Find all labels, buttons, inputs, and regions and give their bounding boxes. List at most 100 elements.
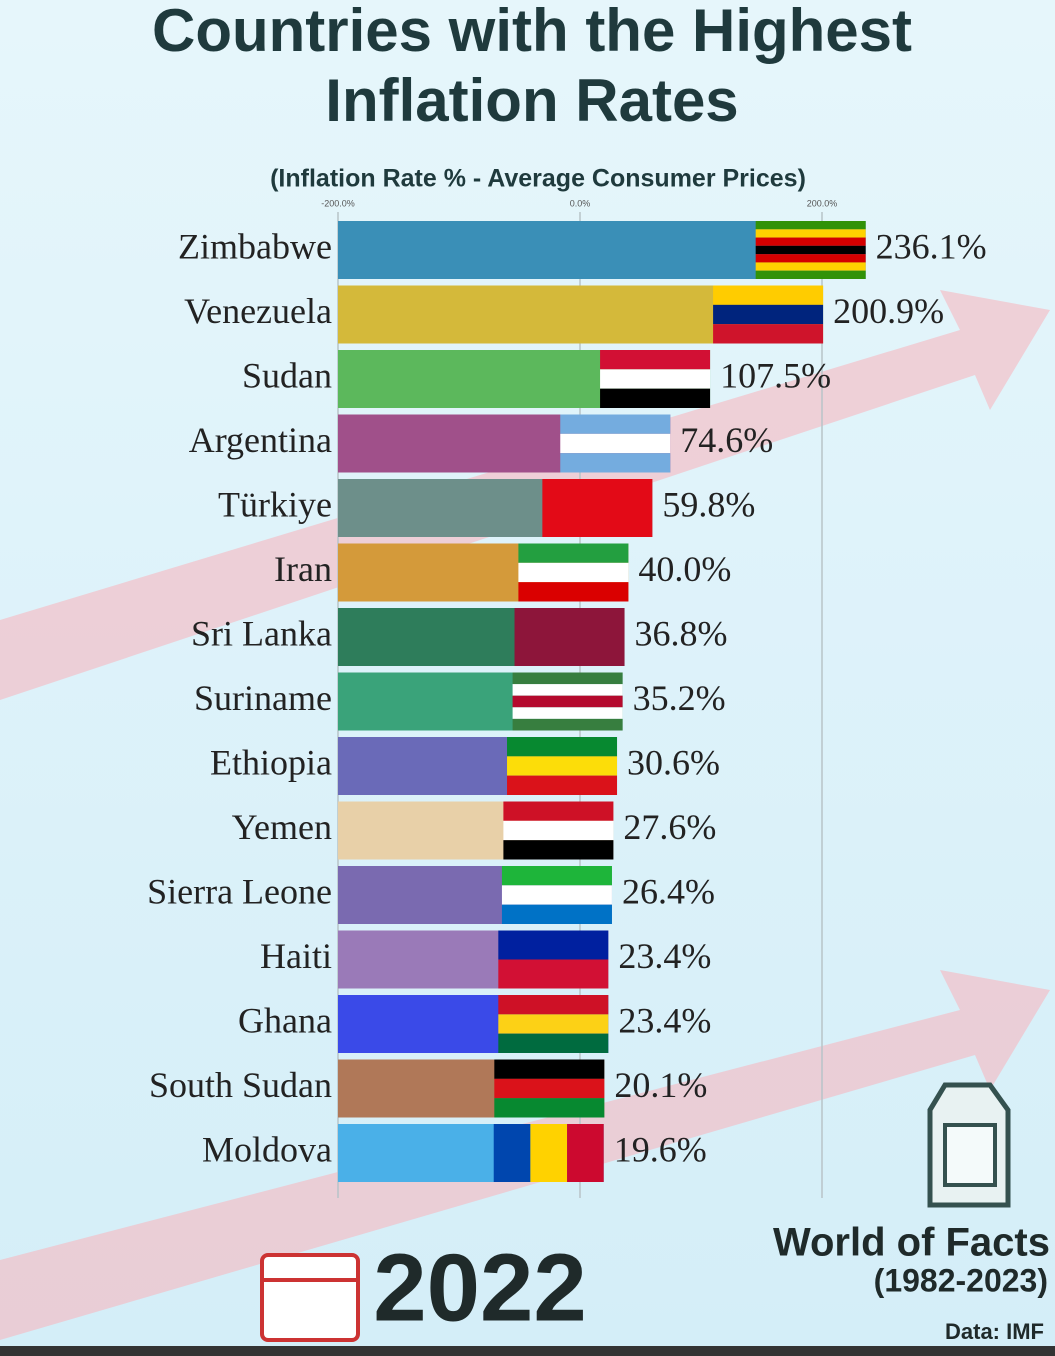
y-tick-label: Ethiopia bbox=[210, 742, 332, 782]
value-label: 27.6% bbox=[623, 807, 716, 847]
bottom-bar bbox=[0, 1346, 1055, 1356]
value-label: 35.2% bbox=[633, 678, 726, 718]
flag-stripe bbox=[560, 433, 671, 454]
flag-stripe bbox=[494, 1059, 605, 1079]
flag-stripe bbox=[518, 543, 629, 563]
flag-stripe bbox=[567, 1124, 604, 1182]
flag-stripe bbox=[713, 285, 824, 305]
flag-stripe bbox=[494, 1098, 605, 1118]
y-tick-label: Argentina bbox=[189, 420, 332, 460]
flag bbox=[512, 672, 623, 731]
flag-stripe bbox=[498, 1014, 609, 1034]
y-tick-label: Iran bbox=[274, 549, 332, 589]
y-tick-label: Moldova bbox=[202, 1129, 332, 1169]
flag-stripe bbox=[518, 582, 629, 602]
flag-stripe bbox=[498, 995, 609, 1015]
value-label: 200.9% bbox=[833, 291, 944, 331]
y-tick-label: Haiti bbox=[260, 936, 332, 976]
flag-stripe bbox=[600, 388, 711, 408]
flag-stripe bbox=[560, 453, 671, 473]
flag-stripe bbox=[498, 1033, 609, 1053]
flag-stripe bbox=[503, 801, 614, 821]
flag bbox=[501, 866, 612, 924]
flag-stripe bbox=[755, 262, 866, 271]
value-label: 236.1% bbox=[876, 226, 987, 266]
value-label: 19.6% bbox=[614, 1129, 707, 1169]
y-tick-label: Yemen bbox=[232, 807, 332, 847]
flag-stripe bbox=[713, 324, 824, 344]
flag bbox=[498, 930, 609, 989]
flag-stripe bbox=[514, 608, 625, 666]
flag-stripe bbox=[512, 718, 623, 731]
y-tick-label: Venezuela bbox=[184, 291, 332, 331]
value-label: 36.8% bbox=[635, 613, 728, 653]
calendar-icon bbox=[260, 1253, 360, 1342]
flag-stripe bbox=[498, 959, 609, 989]
flag-stripe bbox=[542, 479, 653, 537]
flag-stripe bbox=[600, 350, 711, 370]
flag bbox=[755, 221, 866, 279]
y-tick-label: Türkiye bbox=[218, 484, 332, 524]
flag bbox=[507, 737, 618, 795]
x-tick-label: 0.0% bbox=[570, 198, 591, 208]
flag-stripe bbox=[493, 1124, 531, 1182]
flag-stripe bbox=[755, 270, 866, 279]
flag bbox=[514, 608, 625, 666]
flag bbox=[494, 1059, 605, 1118]
flag bbox=[542, 479, 653, 537]
value-label: 20.1% bbox=[614, 1065, 707, 1105]
value-label: 30.6% bbox=[627, 742, 720, 782]
value-label: 59.8% bbox=[662, 484, 755, 524]
value-label: 23.4% bbox=[618, 936, 711, 976]
flag-stripe bbox=[507, 737, 618, 757]
flag bbox=[498, 995, 609, 1053]
flag-stripe bbox=[512, 695, 623, 708]
flag-stripe bbox=[755, 229, 866, 238]
flag bbox=[560, 414, 671, 473]
flag-stripe bbox=[501, 866, 612, 886]
flag bbox=[713, 285, 824, 344]
flag-stripe bbox=[755, 221, 866, 230]
source-years: (1982-2023) bbox=[874, 1262, 1048, 1298]
flag-stripe bbox=[498, 930, 609, 960]
source-title: World of Facts bbox=[773, 1221, 1050, 1265]
y-tick-label: Ghana bbox=[238, 1000, 332, 1040]
flag-stripe bbox=[512, 684, 623, 696]
chart-title: Countries with the Highest Inflation Rate… bbox=[152, 0, 912, 134]
flag-stripe bbox=[507, 775, 618, 795]
value-label: 23.4% bbox=[618, 1000, 711, 1040]
y-tick-label: Sri Lanka bbox=[191, 613, 332, 653]
x-tick-label: -200.0% bbox=[321, 198, 355, 208]
y-tick-label: Sierra Leone bbox=[147, 871, 332, 911]
value-label: 74.6% bbox=[680, 420, 773, 460]
chart-subtitle: (Inflation Rate % - Average Consumer Pri… bbox=[270, 165, 806, 193]
value-label: 40.0% bbox=[638, 549, 731, 589]
flag-stripe bbox=[755, 254, 866, 263]
flag-stripe bbox=[501, 904, 612, 924]
flag-stripe bbox=[755, 237, 866, 246]
flag-stripe bbox=[518, 562, 629, 583]
value-label: 107.5% bbox=[720, 355, 831, 395]
y-tick-label: Sudan bbox=[242, 355, 332, 395]
flag-stripe bbox=[600, 369, 711, 389]
flag-stripe bbox=[503, 840, 614, 860]
flag-stripe bbox=[560, 414, 671, 434]
flag-stripe bbox=[512, 672, 623, 685]
flag-stripe bbox=[512, 707, 623, 719]
y-tick-label: Suriname bbox=[194, 678, 332, 718]
y-tick-label: Zimbabwe bbox=[178, 226, 332, 266]
flag bbox=[518, 543, 629, 602]
value-label: 26.4% bbox=[622, 871, 715, 911]
y-tick-label: South Sudan bbox=[149, 1065, 332, 1105]
flag-stripe bbox=[755, 245, 866, 255]
flag-stripe bbox=[713, 304, 824, 325]
flag-stripe bbox=[494, 1078, 605, 1099]
flag-stripe bbox=[503, 820, 614, 841]
flag-stripe bbox=[530, 1124, 568, 1182]
year: 2022 bbox=[373, 1234, 587, 1341]
flag bbox=[493, 1124, 604, 1182]
x-tick-label: 200.0% bbox=[807, 198, 838, 208]
tag-icon bbox=[927, 1082, 1011, 1208]
flag bbox=[503, 801, 614, 860]
